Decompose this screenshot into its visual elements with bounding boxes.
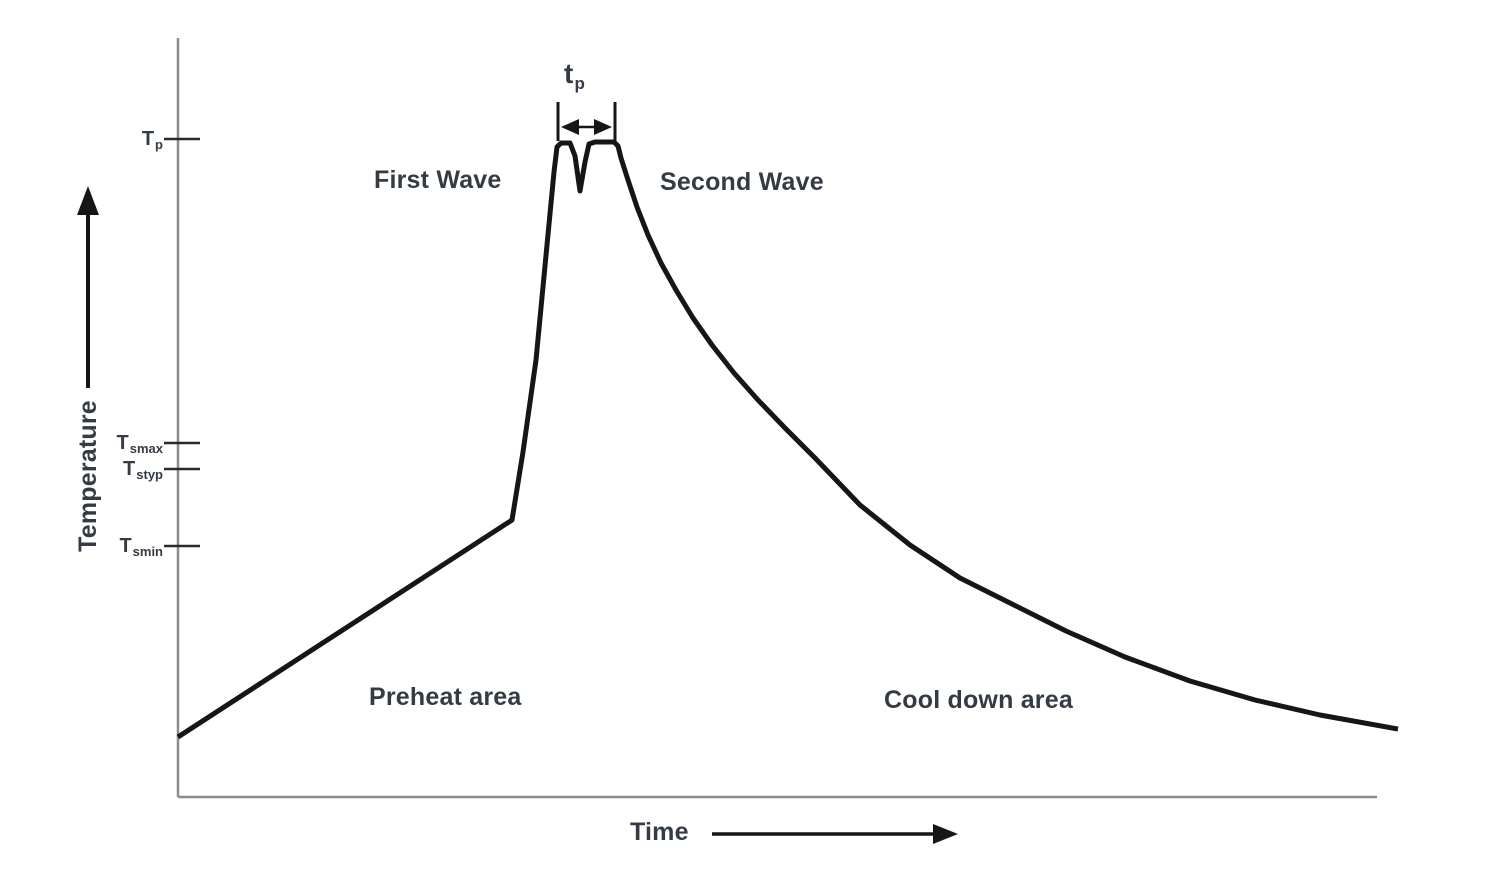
peak-duration-label: tp <box>564 58 586 93</box>
annotation-second-wave: Second Wave <box>660 168 824 196</box>
tp-arrow-right-head-icon <box>594 119 612 135</box>
y-axis-arrow-head-icon <box>77 186 99 215</box>
tick-sub: smax <box>129 440 163 456</box>
tick-sub: p <box>155 136 163 152</box>
tick-main: T <box>119 534 132 557</box>
tp-sub: p <box>574 74 586 93</box>
tp-main: t <box>564 58 574 89</box>
tick-main: T <box>141 127 155 150</box>
tick-sub: smin <box>132 543 163 559</box>
annotation-cool-down-area: Cool down area <box>884 686 1073 714</box>
curve-temperature-profile <box>176 139 1399 740</box>
tick-sub: styp <box>136 466 163 482</box>
annotation-preheat-area: Preheat area <box>369 683 522 711</box>
annotation-first-wave: First Wave <box>374 166 502 194</box>
tp-arrow-left-head-icon <box>561 119 579 135</box>
tick-main: T <box>123 457 136 480</box>
x-axis-title: Time <box>630 818 689 846</box>
time-arrow-head-icon <box>933 824 958 844</box>
tick-main: T <box>116 431 129 454</box>
